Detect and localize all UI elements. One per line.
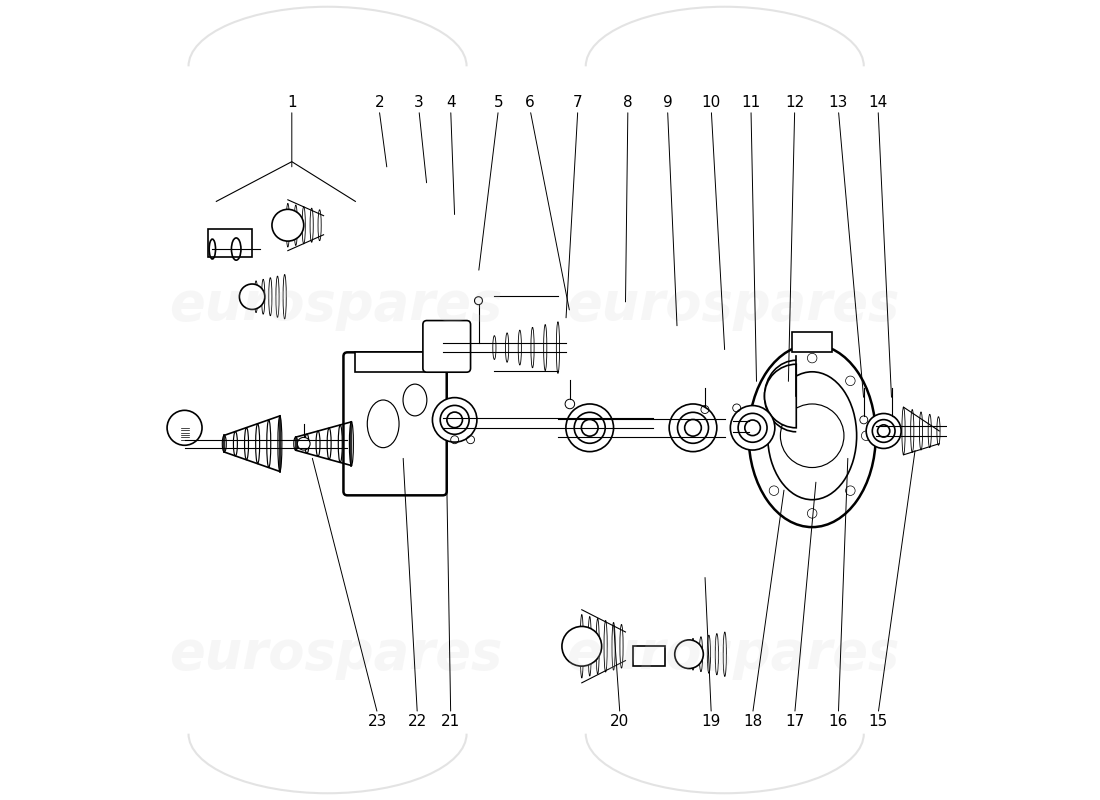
Circle shape <box>846 376 855 386</box>
Circle shape <box>562 626 602 666</box>
Ellipse shape <box>222 435 227 452</box>
Circle shape <box>754 431 763 441</box>
Ellipse shape <box>255 424 260 464</box>
Circle shape <box>745 420 760 435</box>
Ellipse shape <box>350 422 353 466</box>
Ellipse shape <box>339 425 342 462</box>
Bar <box>792 333 832 352</box>
Text: 2: 2 <box>374 94 384 110</box>
Ellipse shape <box>267 420 271 468</box>
Circle shape <box>807 509 817 518</box>
Circle shape <box>565 404 614 452</box>
Circle shape <box>730 406 774 450</box>
FancyBboxPatch shape <box>355 352 434 372</box>
Text: 13: 13 <box>828 94 848 110</box>
Text: 4: 4 <box>446 94 455 110</box>
Circle shape <box>574 412 605 443</box>
Ellipse shape <box>278 416 282 471</box>
Text: 14: 14 <box>869 94 888 110</box>
Text: 9: 9 <box>662 94 672 110</box>
Ellipse shape <box>305 434 309 454</box>
Wedge shape <box>764 364 796 428</box>
Text: 7: 7 <box>573 94 583 110</box>
Text: 15: 15 <box>869 714 888 730</box>
Text: 22: 22 <box>408 714 427 730</box>
Text: 16: 16 <box>828 714 848 730</box>
Circle shape <box>272 210 304 241</box>
Text: 12: 12 <box>785 94 804 110</box>
Circle shape <box>769 486 779 495</box>
Ellipse shape <box>749 344 876 527</box>
Circle shape <box>240 284 265 310</box>
Text: 8: 8 <box>623 94 632 110</box>
Text: 17: 17 <box>785 714 804 730</box>
Text: 20: 20 <box>610 714 629 730</box>
Circle shape <box>866 414 901 449</box>
Ellipse shape <box>244 427 249 460</box>
Circle shape <box>440 406 469 434</box>
FancyBboxPatch shape <box>422 321 471 372</box>
Text: 1: 1 <box>287 94 297 110</box>
Text: 11: 11 <box>741 94 760 110</box>
FancyBboxPatch shape <box>343 352 447 495</box>
Circle shape <box>878 425 890 437</box>
Circle shape <box>674 640 703 669</box>
Circle shape <box>738 414 767 442</box>
Ellipse shape <box>327 428 331 459</box>
Bar <box>208 229 252 257</box>
Text: eurospares: eurospares <box>168 628 503 680</box>
Circle shape <box>846 486 855 495</box>
Text: 21: 21 <box>441 714 460 730</box>
Circle shape <box>861 431 871 441</box>
Text: 23: 23 <box>367 714 387 730</box>
Circle shape <box>807 354 817 363</box>
Circle shape <box>769 376 779 386</box>
Ellipse shape <box>233 431 238 456</box>
Circle shape <box>474 297 483 305</box>
Circle shape <box>167 410 202 446</box>
Text: 19: 19 <box>702 714 721 730</box>
Text: eurospares: eurospares <box>566 628 900 680</box>
Text: eurospares: eurospares <box>566 278 900 330</box>
Ellipse shape <box>294 437 298 450</box>
Bar <box>634 646 665 666</box>
Text: 3: 3 <box>414 94 424 110</box>
Text: 10: 10 <box>702 94 721 110</box>
Circle shape <box>872 420 895 442</box>
Circle shape <box>582 419 598 436</box>
Text: eurospares: eurospares <box>168 278 503 330</box>
Circle shape <box>684 419 702 436</box>
Text: 18: 18 <box>742 714 762 730</box>
Circle shape <box>669 404 717 452</box>
Text: 6: 6 <box>526 94 535 110</box>
Ellipse shape <box>316 431 320 456</box>
Circle shape <box>447 412 462 428</box>
Circle shape <box>678 412 708 443</box>
Text: 5: 5 <box>494 94 503 110</box>
Circle shape <box>432 398 477 442</box>
Circle shape <box>297 438 310 450</box>
